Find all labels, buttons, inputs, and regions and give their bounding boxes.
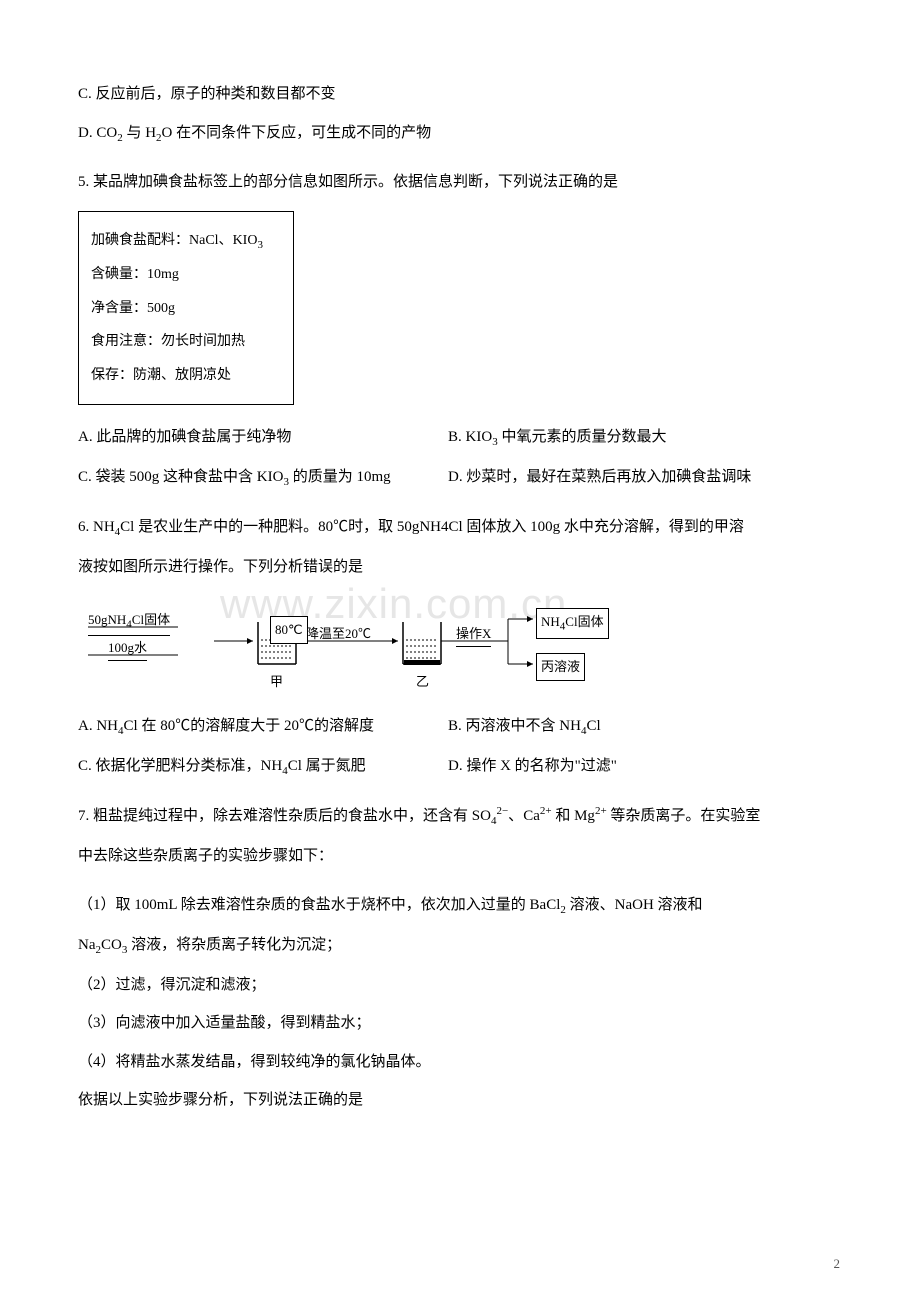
box-line3: 净含量：500g xyxy=(91,292,281,326)
step1b-suffix: 溶液，将杂质离子转化为沉淀； xyxy=(127,937,341,953)
beaker2-label: 乙 xyxy=(416,670,429,695)
question-6: 6. NH4Cl 是农业生产中的一种肥料。80℃时，取 50gNH4Cl 固体放… xyxy=(78,513,842,543)
sup-2minus: 2− xyxy=(496,805,508,817)
page-number: 2 xyxy=(834,1256,841,1272)
box-line2: 含碘量：10mg xyxy=(91,258,281,292)
co3-text: CO xyxy=(101,937,122,953)
q7-step1: （1）取 100mL 除去难溶性杂质的食盐水于烧杯中，依次加入过量的 BaCl2… xyxy=(78,891,842,921)
co-text: CO xyxy=(96,125,117,141)
beaker1-label: 甲 xyxy=(270,670,283,695)
in1-suffix: Cl固体 xyxy=(132,612,170,627)
q6c-suffix: Cl 属于氮肥 xyxy=(288,758,366,774)
q5c-kio: KIO xyxy=(257,469,284,485)
o-text: O xyxy=(162,125,173,141)
co2-formula: CO2 xyxy=(96,125,122,141)
ca-text: Ca xyxy=(523,808,540,824)
q7-final: 依据以上实验步骤分析，下列说法正确的是 xyxy=(78,1086,842,1115)
kio-text: KIO xyxy=(233,233,258,248)
salt-label-box: 加碘食盐配料：NaCl、KIO3 含碘量：10mg 净含量：500g 食用注意：… xyxy=(78,211,294,406)
dot-text: 、 xyxy=(508,808,523,824)
so4-text: SO xyxy=(472,808,491,824)
out1-suffix: Cl固体 xyxy=(565,614,603,629)
in1-prefix: 50gNH xyxy=(88,612,126,627)
bacl-text: BaCl xyxy=(530,897,561,913)
q5c-suffix: 的质量为 10mg xyxy=(289,469,391,485)
q7-step4: （4）将精盐水蒸发结晶，得到较纯净的氯化钠晶体。 xyxy=(78,1048,842,1077)
q6-option-c: C. 依据化学肥料分类标准，NH4Cl 属于氮肥 xyxy=(78,752,448,782)
output2-box: 丙溶液 xyxy=(536,653,585,682)
diagram-input2: 100g水 xyxy=(108,636,147,662)
q7-suffix: 等杂质离子。在实验室 xyxy=(607,808,761,824)
q7-prefix: 7. 粗盐提纯过程中，除去难溶性杂质后的食盐水中，还含有 xyxy=(78,808,472,824)
process-diagram: 50gNH4Cl固体 100g水 80℃ 降温至20℃ 操作X 甲 乙 NH4C… xyxy=(78,592,618,702)
mg-text: Mg xyxy=(574,808,595,824)
q6b-suffix: Cl xyxy=(586,718,600,734)
document-page: C. 反应前后，原子的种类和数目都不变 D. CO2 与 H2O 在不同条件下反… xyxy=(0,0,920,1165)
q5-option-b: B. KIO3 中氧元素的质量分数最大 xyxy=(448,423,842,453)
q6a-prefix: A. xyxy=(78,718,96,734)
q6-option-a: A. NH4Cl 在 80℃的溶解度大于 20℃的溶解度 xyxy=(78,712,448,742)
step1-mid: 溶液、NaOH 溶液和 xyxy=(566,897,703,913)
q5b-suffix: 中氧元素的质量分数最大 xyxy=(498,429,667,445)
question-7: 7. 粗盐提纯过程中，除去难溶性杂质后的食盐水中，还含有 SO42−、Ca2+ … xyxy=(78,801,842,832)
na-text: Na xyxy=(78,937,96,953)
d-suffix: 在不同条件下反应，可生成不同的产物 xyxy=(172,125,431,141)
q5-option-c: C. 袋装 500g 这种食盐中含 KIO3 的质量为 10mg xyxy=(78,463,448,493)
q5-options-row2: C. 袋装 500g 这种食盐中含 KIO3 的质量为 10mg D. 炒菜时，… xyxy=(78,463,842,493)
q5-option-d: D. 炒菜时，最好在菜熟后再放入加碘食盐调味 xyxy=(448,463,842,493)
step1-prefix: （1）取 100mL 除去难溶性杂质的食盐水于烧杯中，依次加入过量的 xyxy=(78,897,530,913)
option-d-text: D. CO2 与 H2O 在不同条件下反应，可生成不同的产物 xyxy=(78,119,842,149)
h2o-formula: H2O xyxy=(145,125,172,141)
question-7-line2: 中去除这些杂质离子的实验步骤如下： xyxy=(78,842,842,871)
q7-step1b: Na2CO3 溶液，将杂质离子转化为沉淀； xyxy=(78,931,842,961)
cool-label: 降温至20℃ xyxy=(306,622,371,647)
q6c-prefix: C. 依据化学肥料分类标准， xyxy=(78,758,261,774)
q6-prefix: 6. xyxy=(78,519,93,535)
q6-options-row2: C. 依据化学肥料分类标准，NH4Cl 属于氮肥 D. 操作 X 的名称为"过滤… xyxy=(78,752,842,782)
box-line5: 保存：防潮、放阴凉处 xyxy=(91,359,281,393)
q7-step2: （2）过滤，得沉淀和滤液； xyxy=(78,971,842,1000)
q6c-nh: NH xyxy=(261,758,283,774)
sub-3a: 3 xyxy=(257,239,263,251)
q6b-prefix: B. 丙溶液中不含 xyxy=(448,718,559,734)
output1-box: NH4Cl固体 xyxy=(536,608,609,639)
q7-step3: （3）向滤液中加入适量盐酸，得到精盐水； xyxy=(78,1009,842,1038)
q5b-kio: KIO xyxy=(466,429,493,445)
q5b-prefix: B. xyxy=(448,429,466,445)
q6-nh: NH xyxy=(93,519,115,535)
and-text: 和 xyxy=(552,808,575,824)
sup-2plus-b: 2+ xyxy=(595,805,607,817)
question-5: 5. 某品牌加碘食盐标签上的部分信息如图所示。依据信息判断，下列说法正确的是 xyxy=(78,168,842,197)
opt-d-prefix: D. xyxy=(78,125,96,141)
with-text: 与 xyxy=(123,125,146,141)
q6b-nh: NH xyxy=(559,718,581,734)
h-text: H xyxy=(145,125,156,141)
q6a-nh: NH xyxy=(96,718,118,734)
q5-option-a: A. 此品牌的加碘食盐属于纯净物 xyxy=(78,423,448,453)
diagram-input1: 50gNH4Cl固体 xyxy=(88,608,170,636)
question-6-line2: 液按如图所示进行操作。下列分析错误的是 xyxy=(78,553,842,582)
box1-prefix: 加碘食盐配料：NaCl、 xyxy=(91,233,233,248)
q5-options-row1: A. 此品牌的加碘食盐属于纯净物 B. KIO3 中氧元素的质量分数最大 xyxy=(78,423,842,453)
q5c-prefix: C. 袋装 500g 这种食盐中含 xyxy=(78,469,257,485)
out1-prefix: NH xyxy=(541,614,560,629)
q6a-suffix: Cl 在 80℃的溶解度大于 20℃的溶解度 xyxy=(124,718,374,734)
box-line1: 加碘食盐配料：NaCl、KIO3 xyxy=(91,224,281,258)
box-line4: 食用注意：勿长时间加热 xyxy=(91,325,281,359)
sup-2plus-a: 2+ xyxy=(540,805,552,817)
q6-option-b: B. 丙溶液中不含 NH4Cl xyxy=(448,712,842,742)
option-c-text: C. 反应前后，原子的种类和数目都不变 xyxy=(78,80,842,109)
q6-options-row1: A. NH4Cl 在 80℃的溶解度大于 20℃的溶解度 B. 丙溶液中不含 N… xyxy=(78,712,842,742)
temp-label: 80℃ xyxy=(270,616,308,645)
operation-x-label: 操作X xyxy=(456,622,491,648)
q6-mid: Cl 是农业生产中的一种肥料。80℃时，取 50gNH4Cl 固体放入 100g… xyxy=(120,519,744,535)
q6-option-d: D. 操作 X 的名称为"过滤" xyxy=(448,752,842,782)
